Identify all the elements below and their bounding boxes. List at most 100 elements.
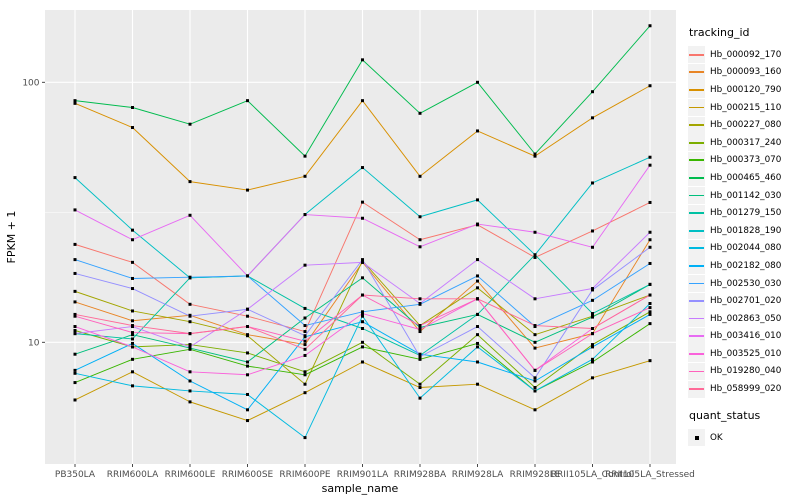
x-tick-label: RRIM928LA (452, 470, 504, 480)
data-point (591, 229, 594, 233)
legend-entry-Hb_000120_790: Hb_000120_790 (688, 81, 800, 99)
data-point (591, 315, 594, 319)
legend-entry-Hb_000317_240: Hb_000317_240 (688, 134, 800, 152)
legend-entry-Hb_000465_460: Hb_000465_460 (688, 169, 800, 187)
legend-key (688, 46, 705, 64)
data-point (476, 333, 479, 337)
legend-title-quant-status: quant_status (689, 408, 761, 422)
legend-key (688, 380, 705, 398)
data-point (418, 355, 422, 359)
data-point (131, 105, 134, 109)
x-tick-label: RRIM928LE (510, 470, 561, 480)
legend-label: Hb_000373_070 (710, 155, 782, 166)
data-point (188, 379, 192, 383)
data-point (361, 314, 364, 318)
data-point (533, 154, 537, 158)
data-point (648, 293, 652, 297)
data-point (648, 24, 652, 28)
legend-key (688, 222, 705, 240)
data-point (591, 312, 594, 316)
data-point (188, 180, 192, 184)
legend-key-line-icon (689, 282, 704, 285)
data-point (131, 341, 134, 345)
legend-key-line-icon (689, 194, 704, 197)
legend-key-line-icon (689, 212, 704, 214)
legend-key-line-icon (689, 352, 704, 355)
data-point (476, 325, 479, 329)
data-point (303, 347, 307, 351)
data-point (188, 389, 192, 393)
legend-key (688, 169, 705, 187)
legend-key (688, 310, 705, 328)
legend-label: Hb_000227_080 (710, 120, 782, 131)
legend-key (688, 99, 705, 117)
x-tick-label: RRIM901LA (337, 470, 389, 480)
data-point (418, 396, 422, 400)
data-point (476, 345, 479, 349)
legend-entry-Hb_002044_080: Hb_002044_080 (688, 239, 800, 258)
data-point (246, 408, 249, 412)
data-point (361, 312, 364, 316)
legend-label: Hb_002701_020 (710, 296, 782, 307)
data-point (361, 166, 364, 170)
data-point (476, 297, 479, 301)
data-point (418, 324, 422, 328)
legend-key (688, 362, 705, 380)
data-point (361, 216, 364, 220)
data-point (303, 370, 307, 374)
data-point (131, 337, 134, 341)
legend-key (688, 239, 705, 257)
data-point (591, 90, 594, 94)
data-point (303, 436, 307, 440)
legend-key (688, 204, 705, 222)
x-tick-label: RRIM600PE (279, 470, 331, 480)
data-point (418, 382, 422, 386)
data-point (533, 368, 537, 372)
data-point (73, 398, 77, 402)
data-point (418, 386, 422, 390)
data-point (476, 129, 479, 133)
data-point (73, 271, 77, 275)
legend-key-line-icon (689, 106, 704, 109)
x-tick-label: RRII105LA_Control (551, 470, 634, 480)
data-point (361, 360, 364, 364)
legend-key (688, 257, 705, 275)
data-point (303, 306, 307, 310)
data-point (246, 351, 249, 355)
data-point (73, 176, 77, 180)
plot-panel (45, 10, 676, 464)
data-point (246, 188, 249, 192)
data-point (648, 84, 652, 88)
data-point (188, 122, 192, 126)
legend-key-line-icon (689, 370, 704, 373)
data-point (476, 382, 479, 386)
data-point (648, 155, 652, 159)
data-point (533, 324, 537, 328)
data-point (73, 371, 77, 375)
legend-key-line-icon (689, 265, 704, 267)
y-tick-label: 100 (22, 78, 39, 88)
data-point (73, 258, 77, 262)
data-point (303, 343, 307, 347)
legend-entry-Hb_058999_020: Hb_058999_020 (688, 380, 800, 398)
data-point (73, 329, 77, 333)
data-point (131, 324, 134, 328)
data-point (361, 258, 364, 262)
data-point (188, 343, 192, 347)
data-point (418, 238, 422, 242)
data-point (591, 360, 594, 364)
data-point (533, 376, 537, 380)
data-point (73, 312, 77, 316)
ok-point-icon (694, 435, 699, 440)
data-point (246, 392, 249, 396)
data-point (246, 373, 249, 377)
data-point (131, 384, 134, 388)
legend-key (688, 429, 705, 447)
legend-label: Hb_000317_240 (710, 137, 782, 148)
data-point (476, 80, 479, 84)
legend-label: Hb_000120_790 (710, 84, 782, 95)
data-point (73, 289, 77, 293)
legend-key (688, 81, 705, 99)
data-point (73, 314, 77, 318)
data-point (131, 287, 134, 291)
